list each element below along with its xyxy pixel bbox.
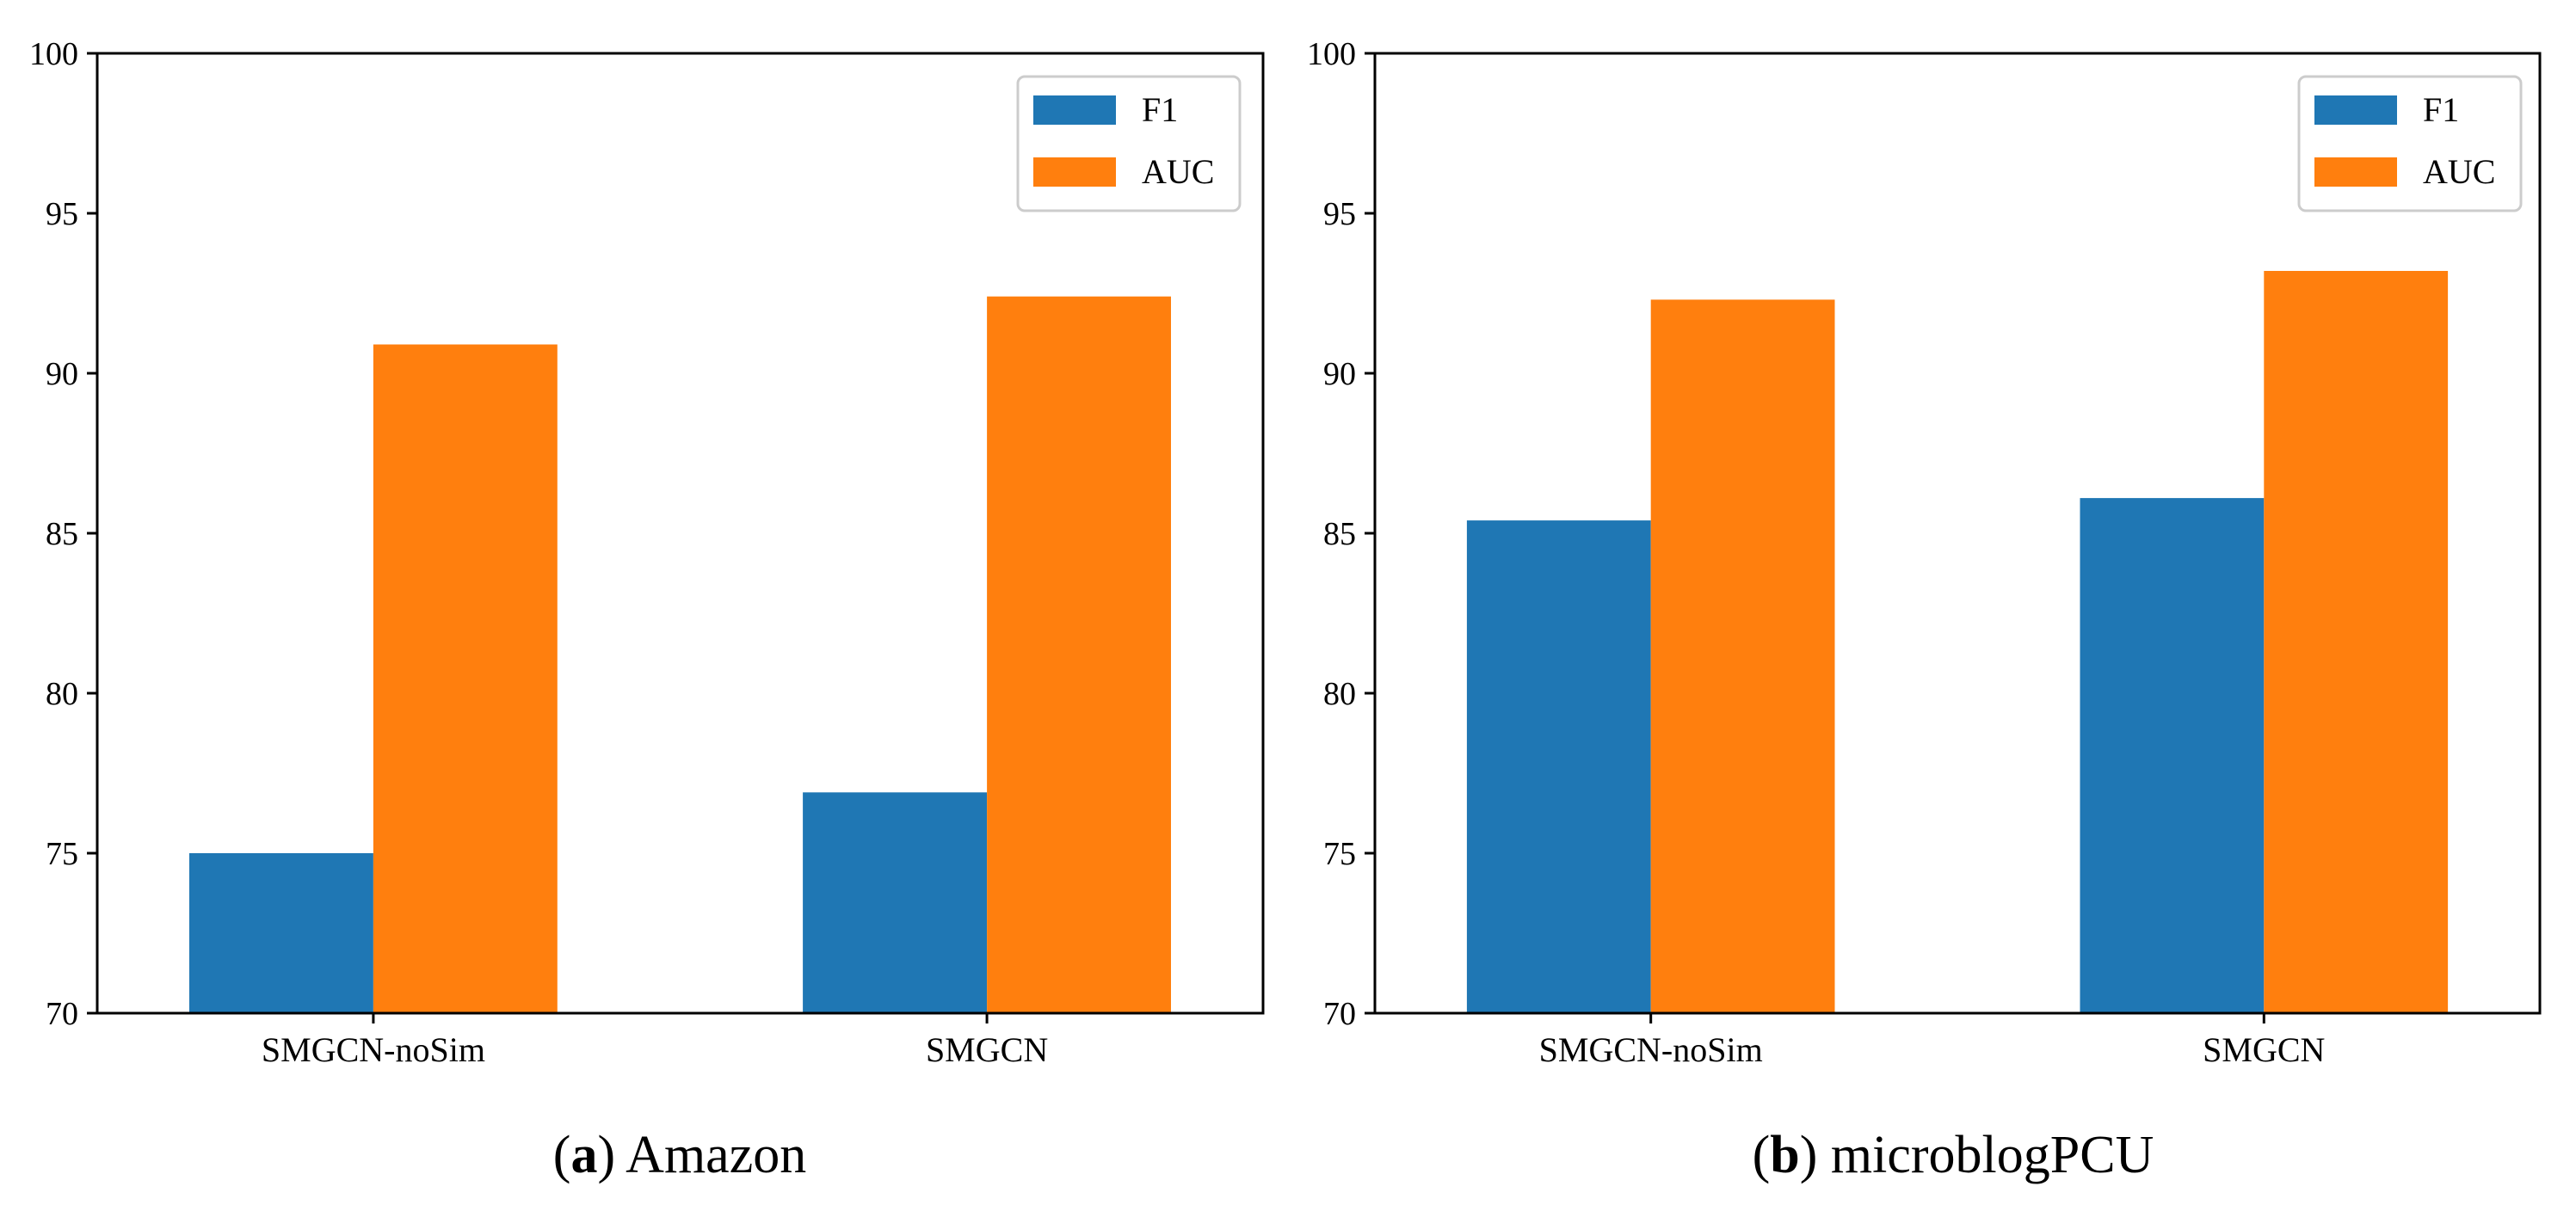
y-label-microblogpcu-85: 85: [1323, 516, 1356, 552]
x-label-amazon-2: SMGCN: [926, 1030, 1048, 1069]
bar-microblogpcu-f1-2: [2080, 498, 2265, 1013]
y-label-microblogpcu-95: 95: [1323, 196, 1356, 232]
y-label-amazon-90: 90: [46, 356, 78, 392]
caption-microblogpcu: (b) microblogPCU: [1753, 1126, 2154, 1184]
y-label-microblogpcu-100: 100: [1307, 36, 1356, 72]
caption-letter-microblogpcu: b: [1770, 1126, 1799, 1184]
legend-amazon: F1 AUC: [1016, 75, 1242, 212]
y-label-amazon-100: 100: [29, 36, 78, 72]
y-label-amazon-70: 70: [46, 996, 78, 1032]
y-label-microblogpcu-80: 80: [1323, 676, 1356, 712]
y-label-amazon-95: 95: [46, 196, 78, 232]
x-label-amazon-1: SMGCN-noSim: [262, 1030, 485, 1069]
caption-amazon: (a) Amazon: [553, 1126, 806, 1184]
bar-microblogpcu-f1-1: [1466, 520, 1651, 1013]
x-label-microblogpcu-2: SMGCN: [2203, 1030, 2325, 1069]
y-label-amazon-85: 85: [46, 516, 78, 552]
x-label-microblogpcu-1: SMGCN-noSim: [1539, 1030, 1763, 1069]
legend-label-amazon-f1: F1: [1142, 90, 1178, 129]
legend-swatch-microblogpcu-auc: [2314, 157, 2397, 187]
bar-amazon-auc-2: [987, 296, 1171, 1013]
y-label-microblogpcu-90: 90: [1323, 356, 1356, 392]
legend-swatch-amazon-f1: [1033, 95, 1116, 125]
caption-text-microblogpcu: microblogPCU: [1831, 1126, 2154, 1184]
legend-swatch-microblogpcu-f1: [2314, 95, 2397, 125]
y-ticks-amazon: 70 75 80 85 90 95 100: [29, 36, 97, 1032]
y-label-amazon-75: 75: [46, 836, 78, 872]
bar-microblogpcu-auc-2: [2264, 271, 2449, 1013]
legend-label-amazon-auc: AUC: [1142, 152, 1214, 191]
x-categories-microblogpcu: SMGCN-noSim SMGCN: [1539, 1013, 2325, 1069]
legend-label-microblogpcu-auc: AUC: [2423, 152, 2495, 191]
bar-microblogpcu-auc-1: [1650, 299, 1835, 1013]
y-label-microblogpcu-75: 75: [1323, 836, 1356, 872]
bars-microblogpcu: [1466, 271, 2449, 1013]
bars-amazon: [189, 296, 1171, 1013]
bar-amazon-f1-2: [803, 792, 987, 1013]
caption-letter-amazon: a: [570, 1126, 597, 1184]
y-label-amazon-80: 80: [46, 676, 78, 712]
y-label-microblogpcu-70: 70: [1323, 996, 1356, 1032]
panel-microblogpcu: 70 75 80 85 90 95 100 SMGCN-noSim SMGCN F1 AUC (…: [1307, 36, 2542, 1184]
panel-amazon: 70 75 80 85 90 95 100 SMGCN-noSim SMGCN F1 AUC (…: [29, 36, 1265, 1184]
y-ticks-microblogpcu: 70 75 80 85 90 95 100: [1307, 36, 1375, 1032]
legend-swatch-amazon-auc: [1033, 157, 1116, 187]
legend-microblogpcu: F1 AUC: [2297, 75, 2523, 212]
x-categories-amazon: SMGCN-noSim SMGCN: [262, 1013, 1048, 1069]
bar-amazon-auc-1: [373, 344, 558, 1013]
legend-label-microblogpcu-f1: F1: [2423, 90, 2459, 129]
bar-amazon-f1-1: [189, 853, 373, 1013]
caption-text-amazon: Amazon: [626, 1126, 806, 1184]
